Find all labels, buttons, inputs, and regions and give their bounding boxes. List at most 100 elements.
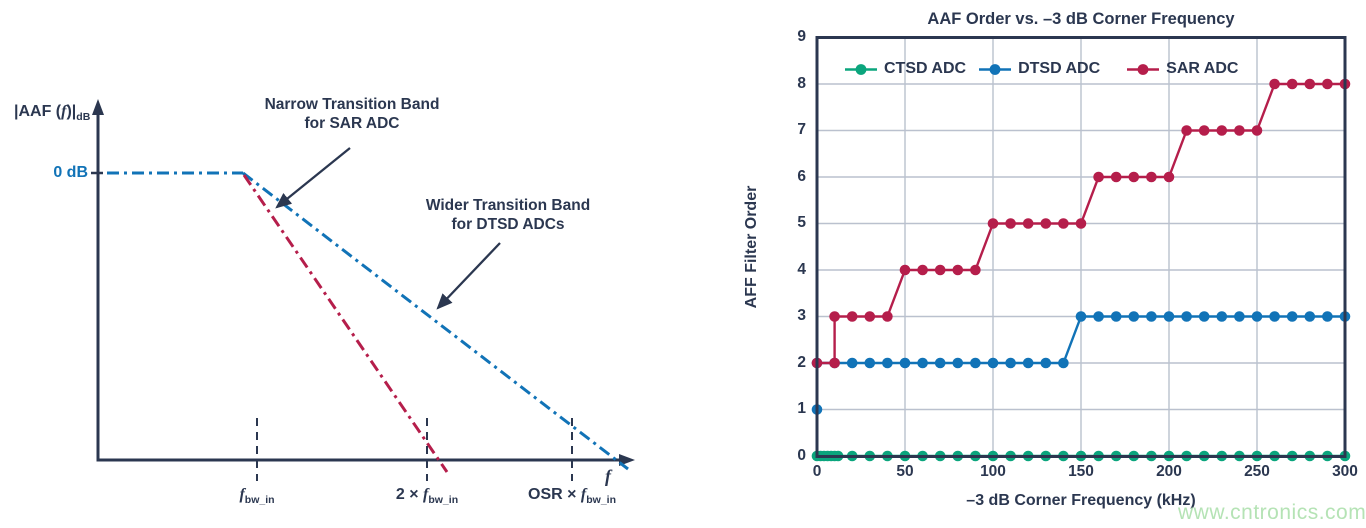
datapoint-sar-adc-40-3	[882, 311, 893, 322]
datapoint-sar-adc-170-6	[1110, 171, 1122, 183]
datapoint-sar-adc-90-4	[970, 264, 981, 276]
left-y-axis-label-pre: |AAF (	[14, 103, 62, 120]
y-tick-label-7: 7	[797, 121, 806, 138]
legend-item-sar: SAR ADC	[1127, 60, 1238, 78]
datapoint-dtsd-adc-50-2	[899, 357, 911, 369]
left-x-axis-label: f	[605, 466, 611, 486]
datapoint-dtsd-adc-280-3	[1304, 311, 1316, 322]
marker-label-osrfbw-var: f	[580, 486, 587, 503]
y-tick-label-5: 5	[797, 214, 806, 231]
y-tick-label-6: 6	[797, 167, 806, 185]
datapoint-sar-adc-180-6	[1128, 171, 1140, 183]
datapoint-dtsd-adc-60-2	[917, 357, 928, 369]
legend-label-sar: SAR ADC	[1166, 60, 1239, 77]
datapoint-dtsd-adc-200-3	[1163, 311, 1175, 322]
datapoint-sar-adc-280-8	[1304, 78, 1316, 90]
datapoint-dtsd-adc-270-3	[1286, 311, 1298, 322]
datapoint-sar-adc-240-7	[1234, 125, 1245, 136]
y-tick-label-9: 9	[797, 28, 806, 45]
datapoint-dtsd-adc-210-3	[1181, 311, 1192, 322]
datapoint-dtsd-adc-260-3	[1269, 311, 1280, 322]
datapoint-dtsd-adc-80-2	[952, 357, 964, 369]
datapoint-dtsd-adc-150-3	[1075, 311, 1087, 322]
legend-swatch-ctsd-icon	[845, 63, 877, 75]
datapoint-sar-adc-230-7	[1216, 125, 1228, 136]
sar-transition-line	[242, 174, 449, 473]
left-y-axis-label-post: )|	[66, 103, 77, 120]
legend-label-dtsd: DTSD ADC	[1018, 60, 1101, 77]
legend-swatch-dtsd-icon	[979, 63, 1012, 75]
x-tick-label-100: 100	[980, 463, 1006, 480]
marker-label-fbw-sub: bw_in	[244, 494, 275, 506]
datapoint-sar-adc-100-5	[987, 218, 999, 229]
sar-annotation-line2: for SAR ADC	[304, 115, 400, 132]
datapoint-sar-adc-60-4	[917, 264, 928, 276]
right-chart-border	[815, 36, 1347, 458]
datapoint-dtsd-adc-70-2	[934, 357, 946, 369]
marker-label-2fbw: 2 × fbw_in	[395, 486, 459, 506]
datapoint-sar-adc-260-8	[1269, 78, 1280, 90]
marker-label-2fbw-prefix: 2 ×	[395, 486, 424, 503]
datapoint-sar-adc-290-8	[1322, 78, 1333, 90]
marker-label-osrfbw-sub: bw_in	[586, 494, 616, 506]
sar-annotation-arrow	[275, 147, 351, 209]
datapoint-sar-adc-30-3	[864, 311, 876, 322]
legend-label-ctsd: CTSD ADC	[884, 60, 967, 77]
right-y-axis-title: AFF Filter Order	[743, 185, 760, 309]
datapoint-dtsd-adc-110-2	[1005, 357, 1016, 369]
legend-item-dtsd: DTSD ADC	[979, 60, 1100, 78]
dtsd-transition-line	[242, 171, 629, 471]
datapoint-sar-adc-20-3	[846, 311, 858, 322]
datapoint-sar-adc-160-6	[1093, 171, 1104, 183]
datapoint-dtsd-adc-20-2	[846, 357, 858, 369]
datapoint-sar-adc-120-5	[1022, 218, 1034, 229]
datapoint-dtsd-adc-30-2	[864, 357, 876, 369]
datapoint-sar-adc-10-2	[829, 357, 840, 369]
y-tick-label-3: 3	[797, 307, 806, 324]
marker-label-2fbw-var: f	[423, 486, 429, 503]
x-tick-label-150: 150	[1068, 463, 1094, 480]
x-tick-label-300: 300	[1332, 463, 1358, 480]
datapoint-sar-adc-150-5	[1075, 218, 1087, 229]
x-tick-label-200: 200	[1156, 463, 1182, 480]
datapoint-dtsd-adc-250-3	[1251, 311, 1263, 322]
watermark: www.cntronics.com	[1178, 501, 1366, 524]
dtsd-annotation-line1: Wider Transition Band	[425, 197, 591, 214]
legend-item-ctsd: CTSD ADC	[845, 60, 966, 78]
datapoint-dtsd-adc-140-2	[1058, 357, 1069, 369]
datapoint-dtsd-adc-220-3	[1198, 311, 1210, 322]
datapoint-dtsd-adc-160-3	[1093, 311, 1104, 322]
left-y-axis-label-var: f	[61, 103, 67, 120]
left-diagram	[91, 99, 635, 481]
left-y-axis-label-sub: dB	[76, 111, 91, 123]
right-chart-legend: CTSD ADC DTSD ADC SAR ADC	[845, 60, 1238, 78]
datapoint-sar-adc-270-8	[1286, 78, 1298, 90]
y-tick-label-2: 2	[797, 353, 806, 371]
marker-label-osrfbw: OSR × fbw_in	[528, 486, 616, 506]
datapoint-sar-adc-70-4	[934, 264, 946, 276]
dtsd-annotation-line2: for DTSD ADCs	[451, 216, 565, 233]
datapoint-dtsd-adc-180-3	[1128, 311, 1140, 322]
datapoint-dtsd-adc-170-3	[1110, 311, 1122, 322]
marker-label-fbw-var: f	[239, 486, 245, 503]
datapoint-sar-adc-210-7	[1181, 125, 1192, 136]
marker-label-2fbw-sub: bw_in	[428, 494, 459, 506]
datapoint-dtsd-adc-230-3	[1216, 311, 1228, 322]
datapoint-dtsd-adc-130-2	[1040, 357, 1052, 369]
left-y-axis-label: |AAF (f)|dB	[14, 103, 91, 123]
datapoint-dtsd-adc-290-3	[1322, 311, 1333, 322]
sar-annotation: Narrow Transition Band for SAR ADC	[265, 95, 440, 133]
datapoint-sar-adc-250-7	[1251, 125, 1263, 136]
zero-db-label: 0 dB	[53, 164, 88, 181]
sar-annotation-line1: Narrow Transition Band	[264, 96, 440, 113]
datapoint-sar-adc-140-5	[1058, 218, 1069, 229]
x-tick-label-0: 0	[812, 463, 822, 480]
datapoint-sar-adc-200-6	[1163, 171, 1175, 183]
x-tick-label-250: 250	[1244, 463, 1270, 480]
datapoint-dtsd-adc-190-3	[1146, 311, 1157, 322]
x-tick-label-50: 50	[896, 463, 914, 480]
datapoint-dtsd-adc-100-2	[987, 357, 999, 369]
y-tick-label-0: 0	[797, 446, 806, 464]
marker-label-osrfbw-prefix: OSR ×	[528, 486, 581, 503]
